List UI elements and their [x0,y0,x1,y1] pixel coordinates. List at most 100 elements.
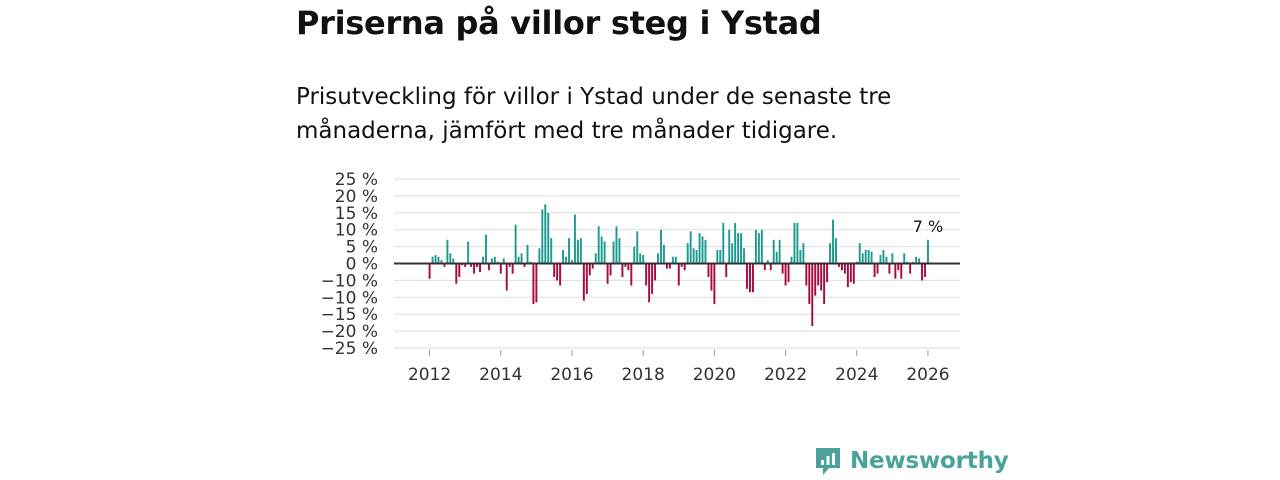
bar [573,214,576,264]
x-tick-label: 2018 [622,365,665,385]
bar [490,258,493,264]
bar [630,263,633,286]
bar [876,263,879,274]
brand-name: Newsworthy [850,448,1009,474]
bar [526,244,529,264]
bar [674,256,677,264]
bar [541,209,544,264]
y-tick-label: 10 % [335,221,378,241]
bar [657,253,659,264]
bar [511,263,514,274]
bar [440,260,443,264]
bar [861,253,864,264]
bar [562,249,565,264]
bar [829,243,832,264]
y-tick-label: 5 % [346,238,378,258]
bar [701,236,704,264]
bar [891,253,894,264]
bar [609,263,612,276]
bar [553,263,556,278]
bar [437,256,440,264]
bar [749,263,751,293]
bar [778,239,781,264]
bar [843,263,846,274]
bar [763,263,766,271]
bar [677,263,680,286]
bar [520,253,523,264]
bar [790,256,793,264]
x-tick-label: 2014 [479,365,522,385]
bar [449,253,452,264]
bar [879,255,882,264]
bar [921,263,923,281]
bar [660,229,662,264]
bar [775,251,778,264]
bar [689,231,692,264]
bar [550,238,553,264]
bar [571,260,573,264]
bar [523,263,526,267]
bar [431,256,434,264]
bar [591,263,594,269]
bar [722,222,725,264]
bar [796,222,799,264]
bar [808,263,811,305]
bar [467,241,470,264]
bar [707,263,710,278]
bar [840,263,843,271]
bar [547,212,550,264]
x-tick-label: 2024 [835,365,878,385]
bar [487,263,490,271]
bar [565,256,568,264]
bar [743,248,746,264]
bar [493,256,496,264]
bar [716,249,719,264]
bar [757,233,760,264]
bar [927,239,929,264]
bar [606,263,609,284]
bar [781,263,784,274]
bar [734,222,737,264]
bar [882,249,885,264]
bar [443,263,446,267]
bar [811,263,814,327]
bar [464,263,467,267]
bar [873,263,876,278]
bar [680,263,683,267]
bar [885,256,888,264]
y-axis: 25 %20 %15 %10 %5 %0 %−10 %−10 %−15 %−20… [321,170,378,359]
bar [719,249,722,264]
bar [918,258,921,264]
bar [642,255,645,264]
chart-title: Priserna på villor steg i Ystad [296,4,822,42]
bar [588,263,591,276]
bar [651,263,654,294]
bar [508,263,511,267]
y-tick-label: 15 % [335,204,378,224]
bar [603,241,606,264]
x-tick-label: 2016 [550,365,593,385]
bar [597,226,600,264]
bar [559,263,562,286]
y-tick-label: −20 % [321,322,378,342]
y-tick-label: −10 % [321,271,378,291]
y-tick-label: −15 % [321,305,378,325]
x-tick-label: 2026 [906,365,949,385]
bar [458,263,461,278]
bar [639,253,642,264]
bar [452,258,455,264]
bar [823,263,826,305]
bar [624,263,627,267]
bar [579,238,582,264]
bar [772,239,775,264]
bar [482,256,484,264]
bar [826,263,829,283]
bar [909,263,912,274]
bar [535,263,538,303]
newsworthy-brand: Newsworthy [814,444,1009,478]
bar [894,263,897,279]
bar [793,222,796,264]
bar [814,263,817,296]
y-tick-label: 0 % [346,255,378,275]
bar [867,249,870,264]
